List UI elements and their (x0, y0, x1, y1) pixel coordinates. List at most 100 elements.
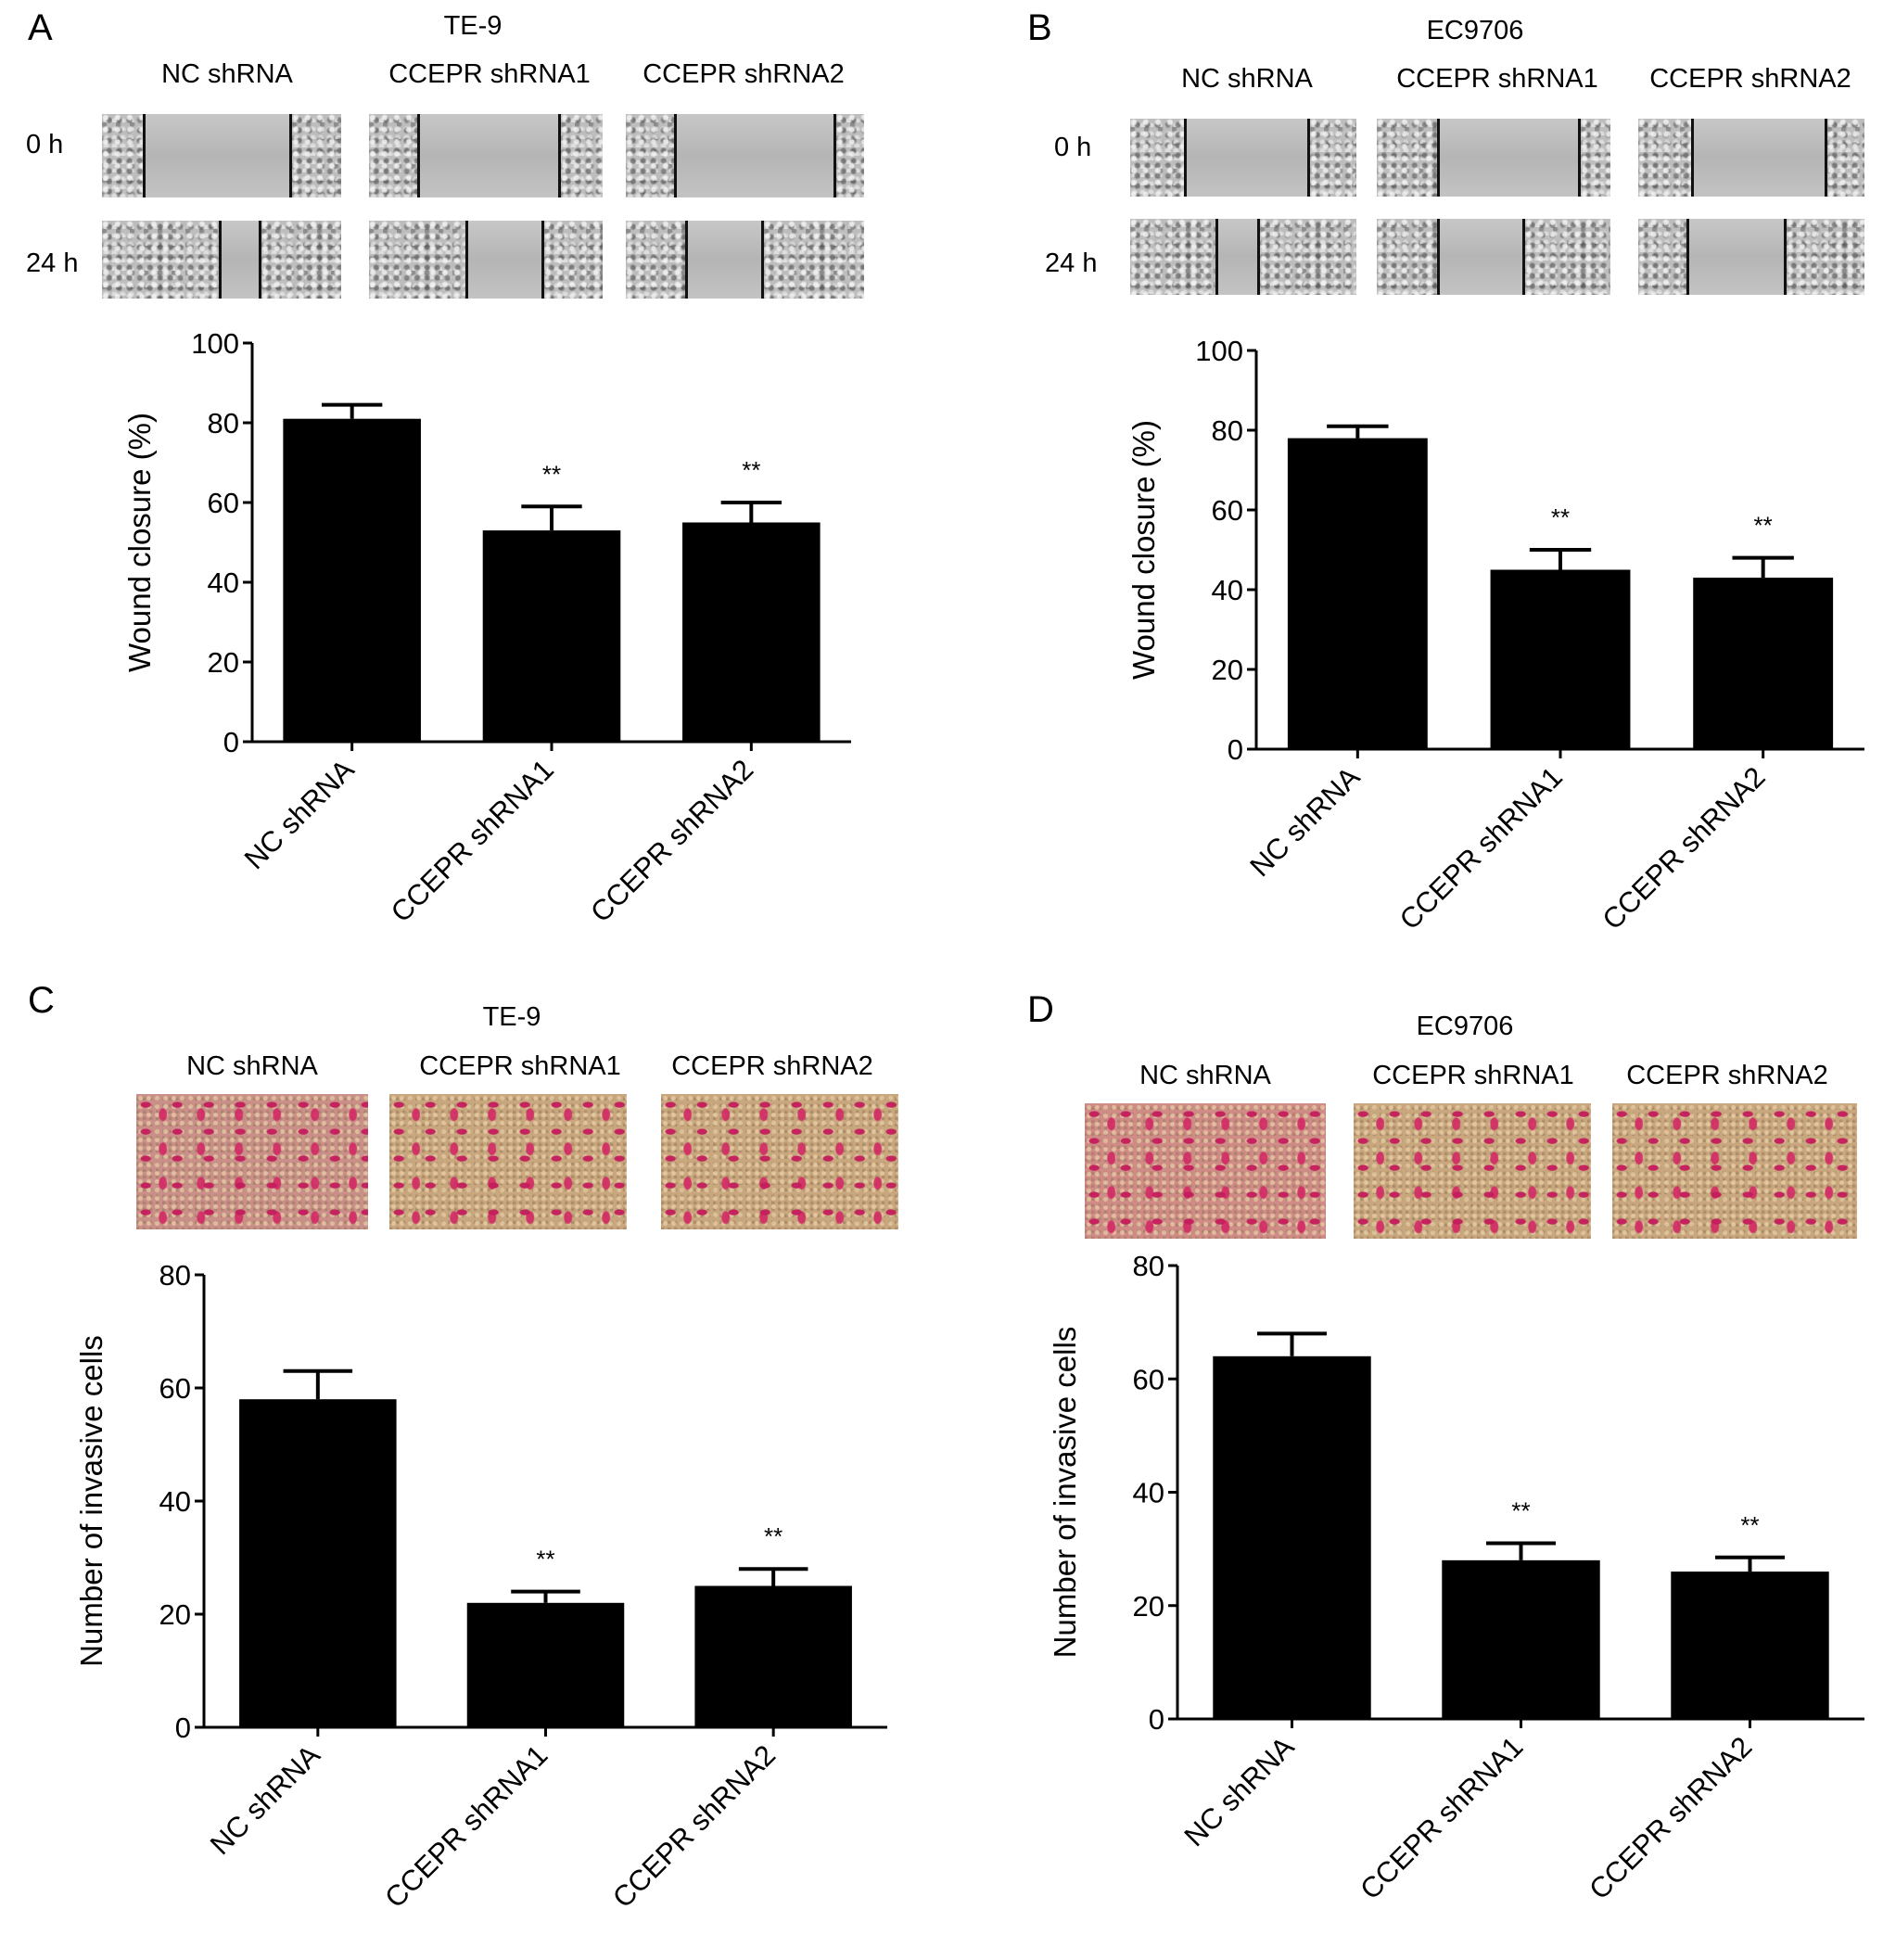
bar (1693, 578, 1834, 749)
bar (694, 1585, 852, 1727)
group-label: CCEPR shRNA2 (643, 59, 845, 89)
group-label: CCEPR shRNA2 (1649, 64, 1851, 94)
wound-micrograph (102, 114, 341, 197)
y-tick-label: 20 (159, 1598, 191, 1631)
x-tick-label: NC shRNA (1178, 1730, 1301, 1852)
wound-micrograph (1130, 119, 1356, 197)
y-tick-label: 40 (208, 566, 239, 599)
wound-micrograph (369, 221, 603, 299)
group-label: NC shRNA (1181, 64, 1313, 94)
y-axis-label: Number of invasive cells (1048, 1327, 1082, 1659)
bar-chart-invasive-cells-te9: 0 20 40 60 80 Number of invasive cells NC shRN… (74, 1259, 887, 1914)
cell-line-label: EC9706 (1426, 16, 1524, 45)
wound-micrograph (369, 114, 603, 197)
bar (682, 522, 821, 742)
significance-marker: ** (536, 1546, 554, 1573)
x-tick-label: CCEPR shRNA2 (1583, 1730, 1758, 1905)
bar-chart-wound-closure-ec9706: 0 20 40 60 80 100 Wound closure (%) NC shRNA ** C… (1126, 335, 1864, 935)
y-tick-label: 60 (1212, 494, 1243, 527)
group-label: NC shRNA (186, 1051, 318, 1081)
cell-line-label: TE-9 (443, 11, 503, 41)
wound-micrograph (1377, 219, 1610, 295)
bar (1442, 1559, 1600, 1719)
significance-marker: ** (1551, 503, 1570, 531)
y-tick-label: 0 (1228, 733, 1243, 766)
x-tick-label: NC shRNA (1243, 760, 1366, 883)
y-tick-label: 60 (208, 487, 239, 519)
group-label: NC shRNA (161, 59, 293, 89)
y-tick-label: 20 (1133, 1590, 1164, 1623)
panel-letter: D (1027, 989, 1054, 1030)
x-tick-label: CCEPR shRNA1 (1393, 760, 1569, 935)
bar (466, 1602, 625, 1727)
group-label: NC shRNA (1139, 1061, 1271, 1090)
group-label: CCEPR shRNA2 (671, 1051, 873, 1081)
invasion-micrograph (1354, 1103, 1591, 1239)
panel-letter: A (28, 7, 53, 48)
y-tick-label: 20 (1212, 654, 1243, 686)
time-label: 0 h (26, 130, 64, 159)
x-tick-label: CCEPR shRNA2 (584, 753, 759, 928)
bar (482, 530, 621, 742)
x-tick-label: NC shRNA (238, 753, 361, 875)
y-tick-label: 40 (1133, 1477, 1164, 1509)
invasion-micrograph (661, 1094, 898, 1229)
y-tick-label: 40 (159, 1485, 191, 1518)
y-tick-label: 0 (175, 1712, 191, 1744)
y-tick-label: 60 (159, 1372, 191, 1405)
x-tick-label: CCEPR shRNA2 (606, 1738, 782, 1914)
y-tick-label: 100 (1195, 335, 1243, 367)
group-label: CCEPR shRNA2 (1626, 1061, 1828, 1090)
wound-micrograph (1638, 119, 1864, 197)
y-tick-label: 80 (1212, 414, 1243, 447)
y-axis-label: Wound closure (%) (1126, 420, 1161, 680)
panel-d: D EC9706 NC shRNA CCEPR shRNA1 CCEPR shR… (941, 974, 1883, 1960)
y-tick-label: 60 (1133, 1363, 1164, 1395)
y-tick-label: 80 (159, 1259, 191, 1292)
wound-micrograph (102, 221, 341, 299)
bar-chart-invasive-cells-ec9706: 0 20 40 60 80 Number of invasive cells NC shRN… (1048, 1250, 1864, 1905)
bar (1671, 1572, 1829, 1719)
significance-marker: ** (1754, 512, 1773, 540)
invasion-micrograph (1085, 1103, 1326, 1239)
y-tick-label: 0 (223, 726, 239, 758)
time-label: 24 h (26, 248, 79, 278)
cell-line-label: EC9706 (1416, 1012, 1514, 1041)
x-tick-label: CCEPR shRNA1 (378, 1738, 553, 1914)
group-label: CCEPR shRNA1 (1396, 64, 1598, 94)
wound-micrograph (1130, 219, 1356, 295)
cell-line-label: TE-9 (482, 1002, 541, 1032)
group-label: CCEPR shRNA1 (388, 59, 591, 89)
panel-c: C TE-9 NC shRNA CCEPR shRNA1 CCEPR shRNA… (0, 974, 941, 1960)
y-tick-label: 80 (208, 407, 239, 439)
group-label: CCEPR shRNA1 (1372, 1061, 1574, 1090)
wound-micrograph (626, 221, 864, 299)
significance-marker: ** (742, 456, 760, 484)
x-tick-label: CCEPR shRNA1 (385, 753, 560, 928)
invasion-micrograph (389, 1094, 627, 1229)
y-tick-label: 40 (1212, 574, 1243, 606)
bar (1213, 1355, 1371, 1719)
y-tick-label: 0 (1149, 1703, 1164, 1736)
y-axis-label: Number of invasive cells (74, 1335, 108, 1667)
invasion-micrograph (136, 1094, 368, 1229)
panel-a: A TE-9 NC shRNA CCEPR shRNA1 CCEPR shRNA… (0, 0, 941, 974)
significance-marker: ** (1511, 1497, 1530, 1525)
panel-letter: C (28, 980, 55, 1021)
bar (239, 1399, 397, 1727)
bar (1490, 569, 1631, 749)
group-label: CCEPR shRNA1 (419, 1051, 621, 1081)
wound-micrograph (1377, 119, 1610, 197)
bar-chart-wound-closure-te9: 0 20 40 60 80 100 Wound closure (%) NC shRNA ** C… (122, 327, 851, 928)
bar (283, 418, 421, 742)
time-label: 24 h (1045, 248, 1098, 278)
panel-b: B EC9706 NC shRNA CCEPR shRNA1 CCEPR shR… (941, 0, 1883, 974)
time-label: 0 h (1054, 133, 1092, 162)
x-tick-label: NC shRNA (204, 1738, 326, 1861)
y-tick-label: 100 (191, 327, 239, 360)
panel-letter: B (1027, 7, 1052, 48)
x-tick-label: CCEPR shRNA1 (1354, 1730, 1529, 1905)
wound-micrograph (1638, 219, 1864, 295)
x-tick-label: CCEPR shRNA2 (1596, 760, 1771, 935)
